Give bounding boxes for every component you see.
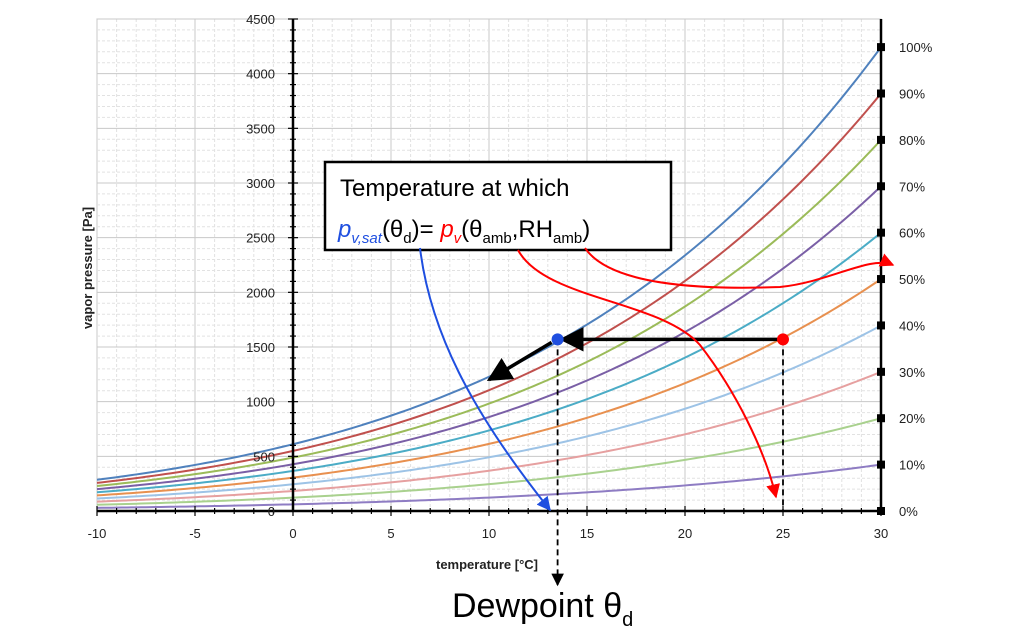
rh-label: 90% — [899, 86, 925, 101]
x-tick-labels: -10 -5 0 5 10 15 20 25 30 — [88, 526, 889, 541]
dewpoint-label-text: Dewpoint θ — [452, 587, 622, 625]
y-tick-label: 2500 — [246, 231, 275, 246]
rh-label: 60% — [899, 226, 925, 241]
y-tick-labels: 0 500 1000 1500 2000 2500 3000 3500 4000 4500 — [246, 12, 275, 519]
rh-label: 30% — [899, 365, 925, 380]
y-tick-label: 2000 — [246, 285, 275, 300]
rh-label: 40% — [899, 318, 925, 333]
pv-symbol: p — [439, 216, 453, 243]
rh-symbol: ,RH — [512, 216, 553, 243]
rh-marker — [877, 414, 885, 423]
rh-label: 50% — [899, 272, 925, 287]
rh-marker — [877, 135, 885, 144]
rh-axis-labels: 0% 10% 20% 30% 40% 50% 60% 70% 80% 90% 100% — [877, 40, 933, 519]
x-tick-label: 5 — [387, 526, 394, 541]
ambient-point — [777, 333, 789, 346]
callout-red-arrow-2 — [584, 247, 895, 289]
dewpoint-point — [551, 333, 564, 346]
series-line-rh-80 — [96, 139, 882, 488]
rh-marker — [877, 89, 885, 98]
x-tick-label: 30 — [874, 526, 888, 541]
series-line-rh-20 — [96, 417, 882, 506]
rh-marker — [877, 507, 885, 515]
callout-red-arrow-1 — [517, 249, 780, 499]
series-line-rh-10 — [96, 463, 882, 509]
series-line-rh-40 — [96, 324, 882, 500]
rh-marker — [877, 182, 885, 191]
theta-d-subscript: d — [403, 230, 411, 247]
callout-blue-arrow — [419, 247, 551, 512]
series-line-rh-60 — [96, 231, 882, 494]
series-line-rh-30 — [96, 370, 882, 503]
pvsat-subscript: v,sat — [351, 230, 382, 247]
dewpoint-label: Dewpoint θd — [452, 587, 633, 631]
annotation-line1: Temperature at which — [340, 175, 569, 202]
y-axis-title: vapor pressure [Pa] — [80, 207, 95, 329]
series-line-rh-70 — [96, 185, 882, 491]
rh-amb-subscript: amb — [553, 230, 582, 247]
rh-label: 100% — [899, 40, 933, 55]
x-tick-label: 10 — [482, 526, 496, 541]
x-tick-label: 0 — [289, 526, 296, 541]
callout-arrows — [419, 247, 895, 512]
x-axis-title: temperature [°C] — [436, 557, 538, 572]
rh-label: 0% — [899, 504, 918, 519]
x-tick-label: -5 — [189, 526, 201, 541]
pvsat-symbol: p — [337, 216, 351, 243]
rh-label: 70% — [899, 179, 925, 194]
rh-label: 80% — [899, 133, 925, 148]
x-tick-label: -10 — [88, 526, 107, 541]
dewpoint-label-subscript: d — [622, 609, 633, 631]
rh-marker — [877, 228, 885, 237]
x-tick-label: 20 — [678, 526, 692, 541]
theta-amb-open: (θ — [461, 216, 482, 243]
theta-d-open: (θ — [382, 216, 403, 243]
series-line-rh-90 — [96, 92, 882, 484]
x-tick-label: 25 — [776, 526, 790, 541]
y-tick-label: 1500 — [246, 340, 275, 355]
rh-marker — [877, 43, 885, 52]
close-paren: ) — [582, 216, 590, 243]
rh-marker — [877, 321, 885, 330]
y-tick-label: 3500 — [246, 121, 275, 136]
y-tick-label: 0 — [268, 504, 275, 519]
construction-lines — [486, 327, 789, 587]
annotation-frame — [323, 160, 673, 252]
annotation-box: Temperature at which pv,sat(θd)= pv(θamb… — [323, 160, 673, 252]
y-tick-label: 500 — [253, 449, 275, 464]
y-tick-label: 4000 — [246, 67, 275, 82]
chart-grid — [96, 18, 882, 512]
y-tick-label: 4500 — [246, 12, 275, 27]
rh-label: 20% — [899, 411, 925, 426]
series-line-rh-50 — [96, 278, 882, 497]
annotation-line2: pv,sat(θd)= pv(θamb,RHamb) — [337, 216, 590, 247]
y-tick-label: 1000 — [246, 395, 275, 410]
equals-sign: )= — [412, 216, 441, 243]
rh-marker — [877, 460, 885, 469]
theta-amb-subscript: amb — [483, 230, 512, 247]
y-tick-label: 3000 — [246, 176, 275, 191]
rh-marker — [877, 275, 885, 284]
rh-marker — [877, 367, 885, 376]
x-tick-label: 15 — [580, 526, 594, 541]
rh-label: 10% — [899, 458, 925, 473]
curve-arrow — [486, 340, 553, 382]
pv-subscript: v — [454, 230, 463, 247]
